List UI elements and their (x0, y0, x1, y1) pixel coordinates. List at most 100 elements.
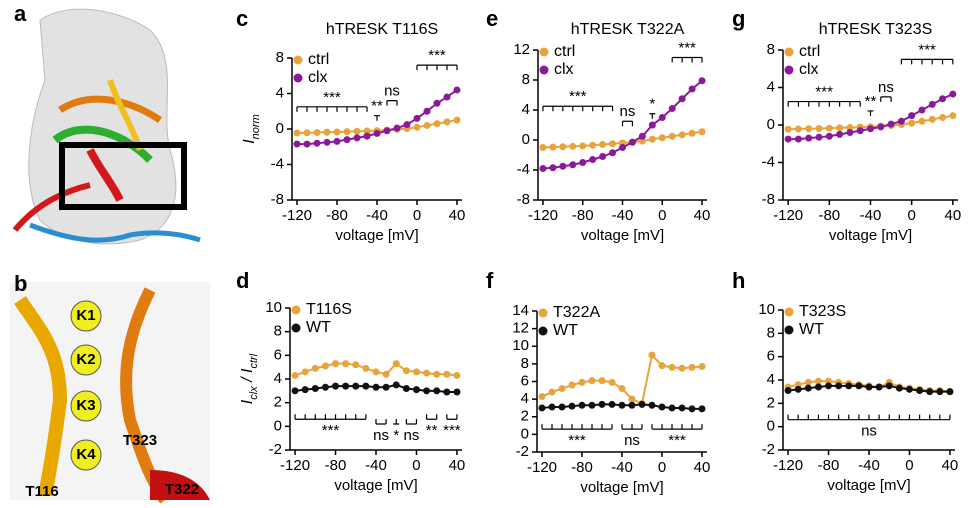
data-point (333, 137, 341, 145)
legend-label: ctrl (799, 43, 820, 60)
y-tick-label: 10 (265, 299, 282, 316)
data-point (423, 387, 431, 395)
y-tick-label: 4 (767, 78, 775, 95)
data-point (321, 383, 329, 391)
data-point (433, 99, 441, 107)
data-point (293, 140, 301, 148)
y-tick-label: 8 (274, 323, 282, 340)
y-tick-label: 4 (274, 370, 282, 387)
y-axis-label-part: norm (250, 114, 262, 139)
data-point (805, 134, 813, 142)
y-axis-label-part: clx (248, 386, 260, 400)
significance-bracket (621, 120, 634, 127)
data-point (885, 382, 893, 390)
x-tick-label: -40 (612, 207, 634, 224)
legend-marker (784, 65, 794, 75)
legend-label: T116S (306, 301, 352, 318)
data-point (678, 131, 686, 139)
data-point (313, 129, 321, 137)
data-point (333, 128, 341, 136)
x-tick-label: -80 (818, 207, 840, 224)
data-point (648, 401, 656, 409)
data-point (588, 401, 596, 409)
data-point (846, 124, 854, 132)
data-point (558, 403, 566, 411)
x-tick-label: -120 (527, 459, 557, 476)
data-point (698, 405, 706, 413)
y-tick-label: 8 (521, 355, 529, 372)
data-point (568, 402, 576, 410)
data-point (698, 128, 706, 136)
significance-label: *** (322, 422, 340, 439)
data-point (916, 387, 924, 394)
x-tick-label: -80 (571, 459, 593, 476)
data-point (814, 383, 822, 391)
legend-label: clx (554, 61, 574, 78)
data-point (373, 129, 381, 137)
y-axis-label: Inorm (241, 114, 262, 144)
y-tick-label: 6 (521, 372, 529, 389)
data-point (946, 388, 954, 396)
data-point (352, 361, 360, 369)
data-point (815, 133, 823, 141)
x-axis-label: voltage [mV] (580, 479, 663, 496)
residue-label: T322 (165, 481, 199, 498)
ion-label: K2 (76, 351, 95, 368)
data-point (658, 403, 666, 411)
significance-bracket (296, 106, 368, 112)
data-point (865, 383, 873, 391)
data-point (815, 124, 823, 132)
data-point (658, 362, 666, 370)
data-point (352, 382, 360, 390)
data-point (628, 138, 636, 146)
data-point (558, 385, 566, 393)
data-point (291, 371, 299, 379)
panel-label: h (732, 268, 745, 293)
data-point (588, 377, 596, 385)
legend-marker (538, 326, 548, 336)
data-point (698, 77, 706, 85)
data-point (688, 129, 696, 137)
data-point (559, 143, 567, 151)
x-axis-label: voltage [mV] (335, 227, 418, 244)
data-point (678, 404, 686, 412)
significance-bracket (294, 414, 367, 420)
x-tick-label: -40 (858, 457, 880, 474)
data-point (638, 137, 646, 145)
significance-bracket (542, 105, 614, 112)
x-tick-label: -40 (611, 459, 633, 476)
data-point (618, 385, 626, 393)
structure-b (10, 282, 210, 504)
significance-bracket (386, 100, 398, 106)
significance-bracket (393, 418, 400, 425)
x-tick-label: 40 (945, 207, 962, 224)
data-point (668, 404, 676, 412)
data-point (538, 404, 546, 412)
panel-label: e (486, 6, 498, 31)
ion-label: K3 (76, 397, 95, 414)
structure-a (12, 8, 201, 245)
x-tick-label: 40 (449, 207, 466, 224)
significance-label: *** (918, 41, 936, 58)
data-point (311, 384, 319, 392)
significance-bracket (649, 113, 656, 119)
x-tick-label: -40 (860, 207, 882, 224)
y-tick-label: 4 (521, 390, 529, 407)
significance-label: ns (620, 103, 636, 120)
significance-label: * (649, 96, 655, 113)
legend-marker (784, 47, 794, 57)
data-point (291, 387, 299, 395)
x-tick-label: -80 (818, 457, 840, 474)
x-tick-label: 0 (413, 207, 421, 224)
x-tick-label: 0 (905, 457, 913, 474)
data-point (794, 385, 802, 393)
y-tick-label: 8 (767, 324, 775, 341)
data-point (688, 405, 696, 413)
data-point (609, 140, 617, 148)
data-point (598, 377, 606, 385)
significance-bracket (405, 418, 418, 425)
significance-label: ** (865, 93, 877, 110)
significance-bracket (446, 414, 458, 420)
data-point (332, 360, 340, 368)
